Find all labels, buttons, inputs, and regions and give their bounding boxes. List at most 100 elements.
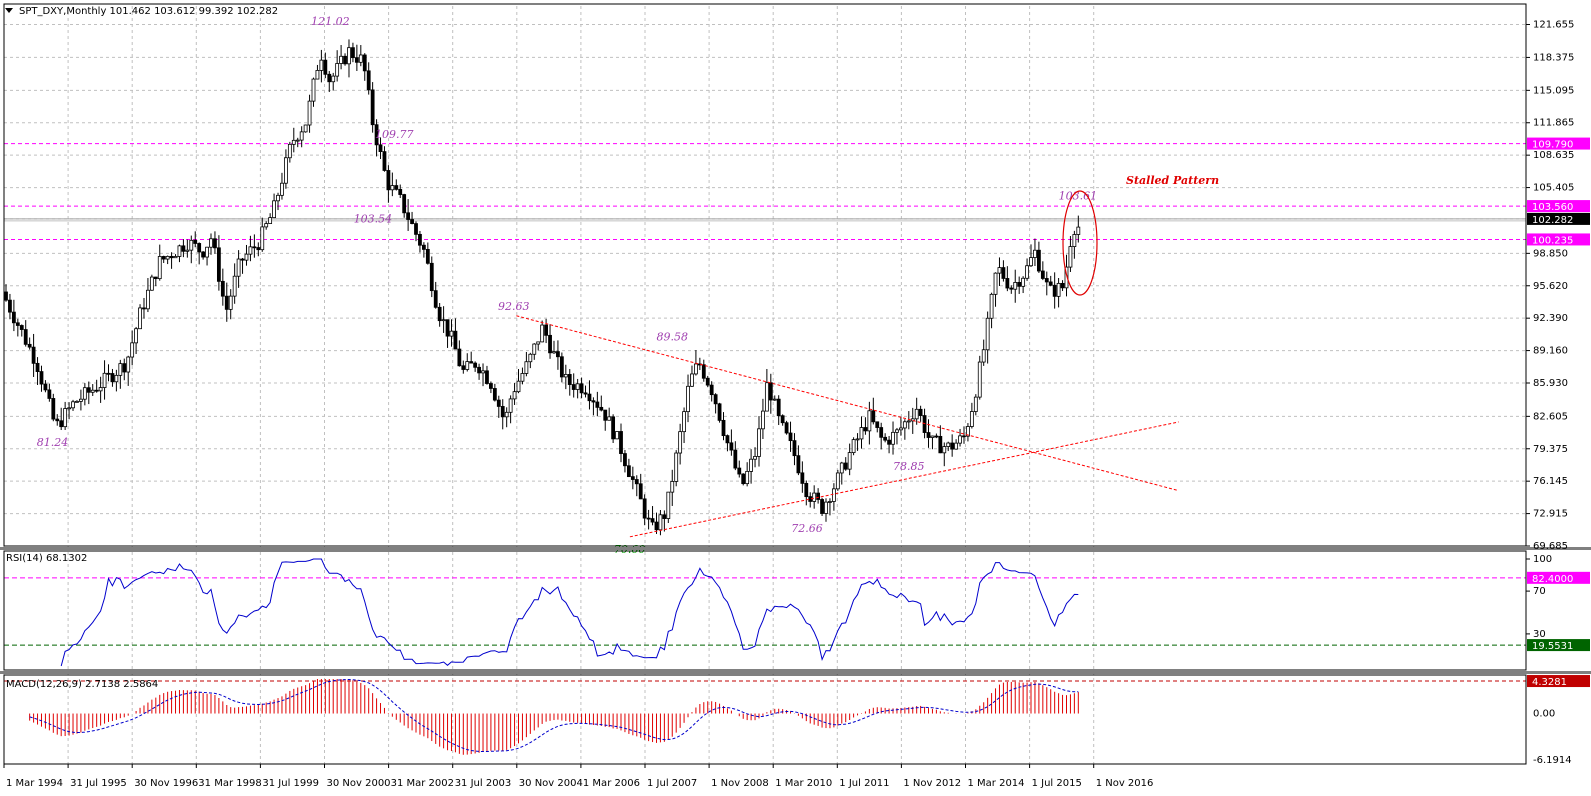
stalled-pattern-ellipse — [1062, 190, 1098, 296]
time-tick-label: 30 Nov 1996 — [134, 778, 198, 789]
candle-body — [571, 384, 576, 390]
candle-body — [1036, 249, 1041, 272]
level-tag — [1527, 200, 1590, 213]
price-annotation: 92.63 — [498, 300, 530, 313]
collapse-arrow-icon[interactable] — [5, 8, 13, 13]
candle-body — [512, 391, 517, 400]
candle-body — [59, 420, 64, 428]
candle-body — [757, 428, 761, 457]
candle-body — [520, 373, 525, 382]
price-annotation: 81.24 — [37, 436, 69, 449]
candle-body — [153, 276, 158, 280]
candle-body — [559, 356, 564, 378]
current-price-tag — [1527, 212, 1590, 225]
candle-body — [1001, 267, 1006, 279]
candle-body — [205, 246, 209, 258]
candle-body — [157, 256, 162, 280]
candle-body — [820, 499, 824, 514]
candle-body — [189, 239, 194, 251]
candle-body — [729, 442, 734, 451]
candle-body — [713, 394, 718, 405]
candle-body — [831, 488, 836, 502]
candle-body — [828, 501, 832, 503]
candle-body — [918, 408, 923, 416]
candle-body — [875, 421, 880, 428]
price-tick-label: 95.620 — [1533, 281, 1568, 292]
candle-body — [508, 398, 513, 413]
candle-body — [855, 438, 860, 441]
candle-body — [1033, 249, 1037, 258]
level-tag — [1527, 233, 1590, 246]
candle-body — [173, 256, 178, 259]
panel-separator — [0, 671, 1591, 674]
candle-body — [169, 255, 174, 259]
candle-body — [863, 427, 868, 432]
time-tick-label: 30 Nov 2004 — [519, 778, 583, 789]
price-tick-label: 89.160 — [1533, 346, 1568, 357]
candle-body — [86, 387, 91, 393]
candle-body — [792, 440, 797, 457]
candle-body — [469, 361, 474, 364]
candle-body — [733, 449, 738, 469]
candle-body — [556, 351, 560, 358]
candle-body — [717, 403, 722, 421]
candle-body — [650, 518, 655, 523]
candle-body — [670, 481, 675, 493]
candle-body — [213, 238, 217, 249]
candle-body — [418, 233, 422, 246]
candle-body — [516, 380, 521, 393]
candle-body — [142, 307, 146, 310]
candle-body — [43, 383, 48, 391]
candle-body — [536, 341, 541, 345]
candle-body — [366, 70, 371, 91]
candle-body — [67, 407, 71, 410]
candle-body — [867, 410, 872, 432]
candle-body — [1052, 284, 1057, 297]
candle-body — [402, 194, 407, 214]
candle-body — [788, 432, 793, 442]
candle-body — [879, 427, 884, 438]
candle-body — [599, 406, 604, 411]
candle-body — [90, 389, 95, 393]
candle-body — [540, 324, 545, 343]
candle-body — [47, 389, 52, 399]
candle-body — [75, 400, 79, 403]
candle-body — [55, 418, 60, 422]
price-tick-label: 76.145 — [1533, 476, 1568, 487]
candle-body — [666, 491, 671, 519]
candle-body — [248, 246, 253, 255]
candle-body — [374, 124, 379, 146]
candle-body — [134, 328, 138, 344]
price-annotation: 109.77 — [375, 128, 414, 141]
candle-body — [327, 73, 332, 83]
candle-body — [623, 453, 627, 467]
candle-body — [1021, 277, 1026, 287]
candle-body — [118, 363, 123, 376]
macd-level-tag — [1527, 675, 1590, 688]
rsi-tick-label: 70 — [1533, 586, 1546, 597]
candle-body — [457, 348, 462, 367]
candle-body — [1068, 246, 1073, 268]
candle-body — [102, 372, 107, 388]
price-tick-label: 121.655 — [1533, 20, 1574, 31]
candle-body — [962, 435, 966, 438]
candle-body — [224, 295, 229, 310]
candle-body — [232, 275, 237, 297]
candle-body — [284, 157, 288, 184]
price-tick-label: 82.605 — [1533, 411, 1568, 422]
candle-body — [981, 349, 986, 363]
candle-body — [843, 462, 848, 470]
candle-body — [311, 78, 316, 102]
candle-body — [15, 322, 20, 326]
price-annotation: 121.02 — [311, 15, 350, 28]
price-tick-label: 98.850 — [1533, 248, 1568, 259]
candle-body — [532, 343, 537, 355]
price-tick-label: 85.930 — [1533, 378, 1568, 389]
candle-body — [319, 59, 324, 71]
candle-body — [958, 435, 962, 444]
candle-body — [682, 411, 686, 433]
candlesticks — [4, 39, 1081, 536]
price-tick-label: 118.375 — [1533, 52, 1574, 63]
price-axis: 121.655 118.375 115.095 111.865 108.635 105.4… — [1526, 20, 1590, 766]
price-annotation: 103.61 — [1059, 190, 1098, 203]
